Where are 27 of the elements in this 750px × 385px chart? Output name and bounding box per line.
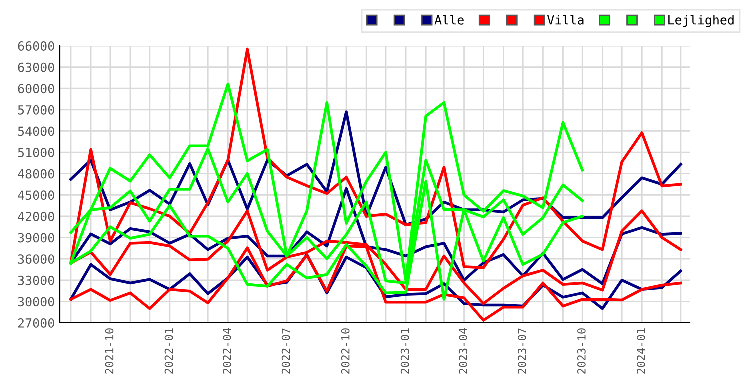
y-tick-label: 51000 [18, 148, 54, 158]
x-tick-label: 2024-01 [636, 328, 646, 374]
y-tick-label: 39000 [18, 233, 54, 243]
legend-label: Lejlighed [668, 15, 734, 28]
legend-label: Alle [434, 15, 464, 25]
y-tick-label: 36000 [18, 254, 54, 264]
x-tick-label: 2023-01 [400, 328, 410, 374]
x-tick-label: 2022-10 [341, 328, 350, 374]
y-tick-label: 30000 [18, 297, 54, 307]
x-tick-label: 2022-04 [223, 328, 232, 374]
x-tick-label: 2021-10 [105, 328, 114, 374]
y-tick-label: 63000 [18, 62, 54, 72]
x-tick-label: 2022-07 [282, 328, 290, 374]
y-tick-label: 27000 [18, 318, 54, 328]
x-tick-label: 2023-10 [577, 328, 586, 374]
y-tick-label: 57000 [18, 105, 54, 115]
legend-label: Villa [547, 15, 584, 25]
y-tick-label: 48000 [18, 169, 54, 179]
y-tick-label: 54000 [18, 126, 54, 136]
x-tick-label: 2023-07 [518, 328, 526, 374]
x-tick-label: 2022-01 [164, 328, 174, 374]
y-tick-label: 42000 [18, 212, 54, 222]
y-tick-label: 33000 [18, 276, 54, 286]
y-tick-label: 60000 [18, 84, 54, 94]
y-tick-label: 66000 [18, 42, 54, 51]
x-tick-label: 2023-04 [459, 328, 468, 374]
y-tick-label: 45000 [18, 190, 54, 200]
